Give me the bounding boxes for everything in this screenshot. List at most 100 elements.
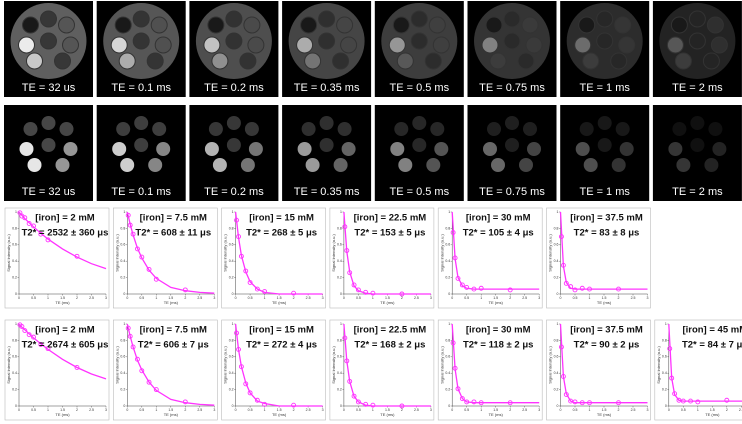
phantom-vial (425, 53, 441, 69)
image-label: TE = 32 us (22, 82, 76, 94)
phantom-vial (23, 17, 39, 33)
x-tick-label: 2.5 (89, 408, 94, 412)
x-tick-label: 1 (155, 408, 157, 412)
y-tick-label: 0.2 (445, 276, 450, 280)
phantom-vial (523, 122, 537, 136)
y-tick-label: 0.8 (337, 226, 342, 230)
decay-plot: 00.20.40.60.8100.511.522.53TE (ms)Signal… (655, 320, 742, 420)
phantom-vial (56, 158, 70, 172)
decay-plot: 00.20.40.60.8100.511.522.53TE (ms)Signal… (113, 208, 217, 308)
x-axis-label: TE (ms) (597, 300, 612, 305)
plot-annotation: T2* = 83 ± 8 μs (574, 228, 640, 239)
phantom-vial (133, 11, 149, 27)
y-tick-label: 0 (340, 292, 342, 296)
y-tick-label: 0.6 (662, 355, 667, 359)
x-tick-label: 3 (105, 296, 107, 300)
phantom-vial (240, 53, 256, 69)
phantom-vial (59, 17, 75, 33)
phantom-vial (241, 158, 255, 172)
phantom-vial (575, 37, 591, 53)
plot-annotation: [iron] = 30 mM (466, 213, 531, 224)
phantom-vial (298, 142, 312, 156)
phantom-vial (583, 53, 599, 69)
x-tick-label: 0 (126, 296, 128, 300)
y-tick-label: 1 (665, 322, 667, 326)
phantom-vial (526, 37, 542, 53)
y-tick-label: 0.2 (554, 388, 559, 392)
phantom-vial (393, 17, 409, 33)
x-axis-label: TE (ms) (380, 300, 395, 305)
plot-annotation: [iron] = 15 mM (249, 325, 314, 336)
phantom-vial (708, 122, 722, 136)
x-tick-label: 3 (322, 408, 324, 412)
phantom-vial (397, 53, 413, 69)
x-tick-label: 2 (618, 408, 620, 412)
y-axis-label: Signal Intensity (a.u.) (114, 346, 119, 384)
phantom-vial (338, 122, 352, 136)
image-label: TE = 0.2 ms (204, 186, 264, 198)
phantom-vial (504, 11, 520, 27)
y-axis-label: Signal Intensity (a.u.) (223, 346, 228, 384)
y-tick-label: 0.6 (554, 355, 559, 359)
x-tick-label: 2 (401, 408, 403, 412)
phantom-vial (249, 142, 263, 156)
y-tick-label: 1 (232, 210, 234, 214)
x-tick-label: 0 (560, 408, 562, 412)
phantom-vial (611, 53, 627, 69)
image-label: TE = 2 ms (672, 186, 723, 198)
plot-annotation: T2* = 153 ± 5 μs (354, 228, 425, 239)
phantom-vial (411, 33, 427, 49)
x-axis-label: TE (ms) (489, 412, 504, 417)
x-tick-label: 0 (18, 408, 20, 412)
phantom-vial (486, 17, 502, 33)
phantom-vial (244, 17, 260, 33)
phantom-vial (55, 53, 71, 69)
phantom-vial (579, 17, 595, 33)
image-label: TE = 1 ms (579, 186, 630, 198)
x-tick-label: 0.5 (464, 296, 469, 300)
x-tick-label: 0.5 (464, 408, 469, 412)
y-tick-label: 0.6 (554, 243, 559, 247)
y-axis-label: Signal Intensity (a.u.) (439, 346, 444, 384)
phantom-vial (301, 17, 317, 33)
x-tick-label: 0 (18, 296, 20, 300)
x-tick-label: 0.5 (139, 296, 144, 300)
phantom-vial (319, 11, 335, 27)
phantom-vial (227, 138, 241, 152)
y-axis-label: Signal Intensity (a.u.) (548, 234, 553, 272)
phantom-vial (707, 17, 723, 33)
phantom-vial (115, 17, 131, 33)
y-tick-label: 0.4 (12, 259, 17, 263)
image-label: TE = 1 ms (579, 82, 630, 94)
x-tick-label: 0 (126, 408, 128, 412)
phantom-vial (320, 116, 334, 130)
phantom-vial (703, 53, 719, 69)
y-tick-label: 0.6 (337, 243, 342, 247)
x-tick-label: 1 (372, 408, 374, 412)
x-tick-label: 2.5 (197, 408, 202, 412)
x-axis-label: TE (ms) (164, 412, 179, 417)
y-tick-label: 0 (123, 292, 125, 296)
phantom-vial (430, 122, 444, 136)
y-tick-label: 0.8 (445, 338, 450, 342)
phantom-vial (389, 37, 405, 53)
x-tick-label: 3 (322, 296, 324, 300)
y-tick-label: 1 (448, 210, 450, 214)
phantom-vial (156, 142, 170, 156)
y-tick-label: 0.8 (445, 226, 450, 230)
phantom-vial (111, 37, 127, 53)
y-tick-label: 0.8 (120, 338, 125, 342)
phantom-vial (598, 116, 612, 130)
phantom-vial (490, 53, 506, 69)
x-tick-label: 0 (668, 408, 670, 412)
phantom-vial (20, 142, 34, 156)
x-tick-label: 2 (293, 296, 295, 300)
decay-plot: 00.20.40.60.8100.511.522.53TE (ms)Signal… (5, 320, 109, 420)
phantom-vial (116, 122, 130, 136)
y-tick-label: 0.2 (662, 388, 667, 392)
phantom-vial (426, 158, 440, 172)
plot-annotation: [iron] = 22.5 mM (354, 213, 427, 224)
phantom-vial (147, 53, 163, 69)
